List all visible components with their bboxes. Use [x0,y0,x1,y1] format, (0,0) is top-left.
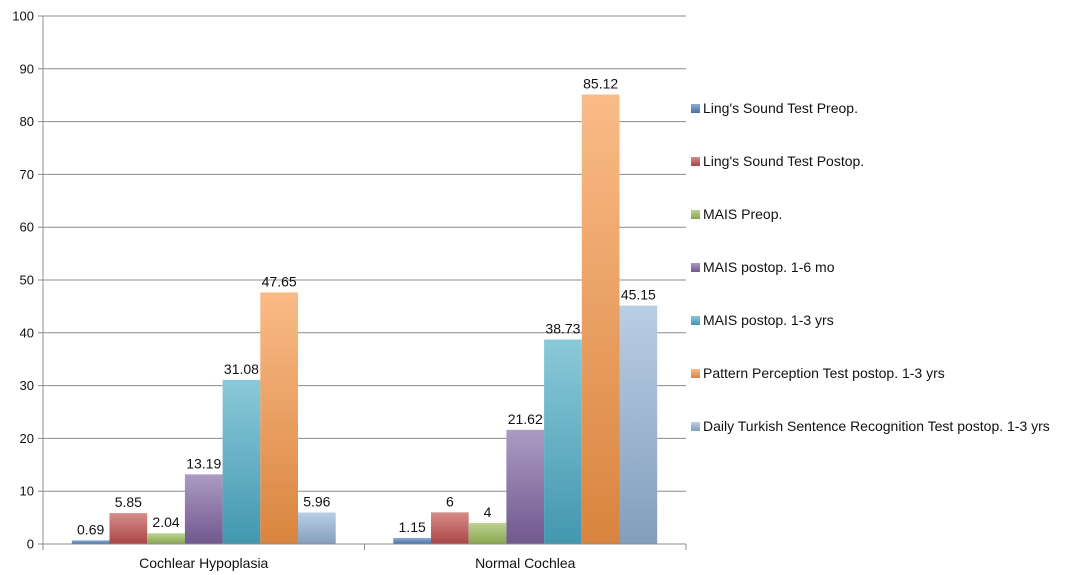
y-tick-label: 30 [20,378,34,393]
y-tick-label: 50 [20,273,34,288]
legend-label: Ling's Sound Test Preop. [703,100,858,116]
data-label: 85.12 [583,76,618,92]
legend-label: Pattern Perception Test postop. 1-3 yrs [703,365,945,381]
legend-label: MAIS postop. 1-3 yrs [703,312,834,328]
legend-item: Daily Turkish Sentence Recognition Test … [691,417,1083,435]
bar [393,537,431,544]
legend-swatch [691,369,700,378]
bar [184,474,223,544]
bar [109,513,148,544]
data-label: 13.19 [186,455,221,471]
legend-label: MAIS postop. 1-6 mo [703,259,835,275]
x-category-label: Cochlear Hypoplasia [139,555,268,571]
legend-item: MAIS Preop. [691,205,1083,223]
bar [619,305,658,544]
bars [71,94,658,544]
legend-swatch [691,210,700,219]
legend-swatch [691,104,700,113]
data-label: 2.04 [152,514,179,530]
y-tick-label: 20 [20,431,34,446]
data-label: 1.15 [399,519,426,535]
legend-item: Ling's Sound Test Preop. [691,99,1083,117]
data-label: 0.69 [77,521,104,537]
y-tick-label: 10 [20,484,34,499]
legend-item: Ling's Sound Test Postop. [691,152,1083,170]
x-axis-categories: Cochlear Hypoplasia Normal Cochlea [139,555,575,571]
data-label: 6 [446,493,454,509]
legend-item: MAIS postop. 1-3 yrs [691,311,1083,329]
y-tick-label: 70 [20,167,34,182]
legend-item: MAIS postop. 1-6 mo [691,258,1083,276]
legend-swatch [691,422,700,431]
legend-swatch [691,316,700,325]
legend-swatch [691,157,700,166]
x-axis [42,16,687,550]
y-tick-label: 80 [20,114,34,129]
data-label: 31.08 [224,361,259,377]
data-label: 21.62 [508,411,543,427]
legend: Ling's Sound Test Preop. Ling's Sound Tes… [691,0,1086,575]
data-labels: 0.69 5.85 2.04 13.19 31.08 47.65 5.96 1.15 6 4 21.… [77,76,656,538]
bar [222,379,261,544]
bar [431,512,469,544]
bar [147,533,185,544]
data-label: 47.65 [262,273,297,289]
data-label: 38.73 [545,321,580,337]
data-label: 45.15 [621,287,656,303]
bar [260,292,298,544]
legend-swatch [691,263,700,272]
y-tick-label: 90 [20,61,34,76]
bar [298,512,336,544]
bar [506,429,545,544]
y-axis-ticks: 0 10 20 30 40 50 60 70 80 90 100 [12,9,34,552]
y-tick-label: 0 [27,537,34,552]
y-tick-label: 60 [20,220,34,235]
data-label: 5.85 [115,494,142,510]
legend-label: Ling's Sound Test Postop. [703,153,865,169]
bar [468,522,507,544]
data-label: 5.96 [303,494,330,510]
bar-chart: 0 10 20 30 40 50 60 70 80 90 100 0.69 5.85 2.04 13.19… [12,9,687,571]
legend-label: Daily Turkish Sentence Recognition Test … [703,418,1050,434]
bar [71,540,110,544]
gridlines [38,15,686,545]
y-tick-label: 100 [12,9,34,24]
legend-label: MAIS Preop. [703,206,783,222]
legend-item: Pattern Perception Test postop. 1-3 yrs [691,364,1083,382]
bar [581,94,620,544]
y-tick-label: 40 [20,325,34,340]
x-category-label: Normal Cochlea [475,555,576,571]
data-label: 4 [484,504,492,520]
bar [544,339,582,544]
